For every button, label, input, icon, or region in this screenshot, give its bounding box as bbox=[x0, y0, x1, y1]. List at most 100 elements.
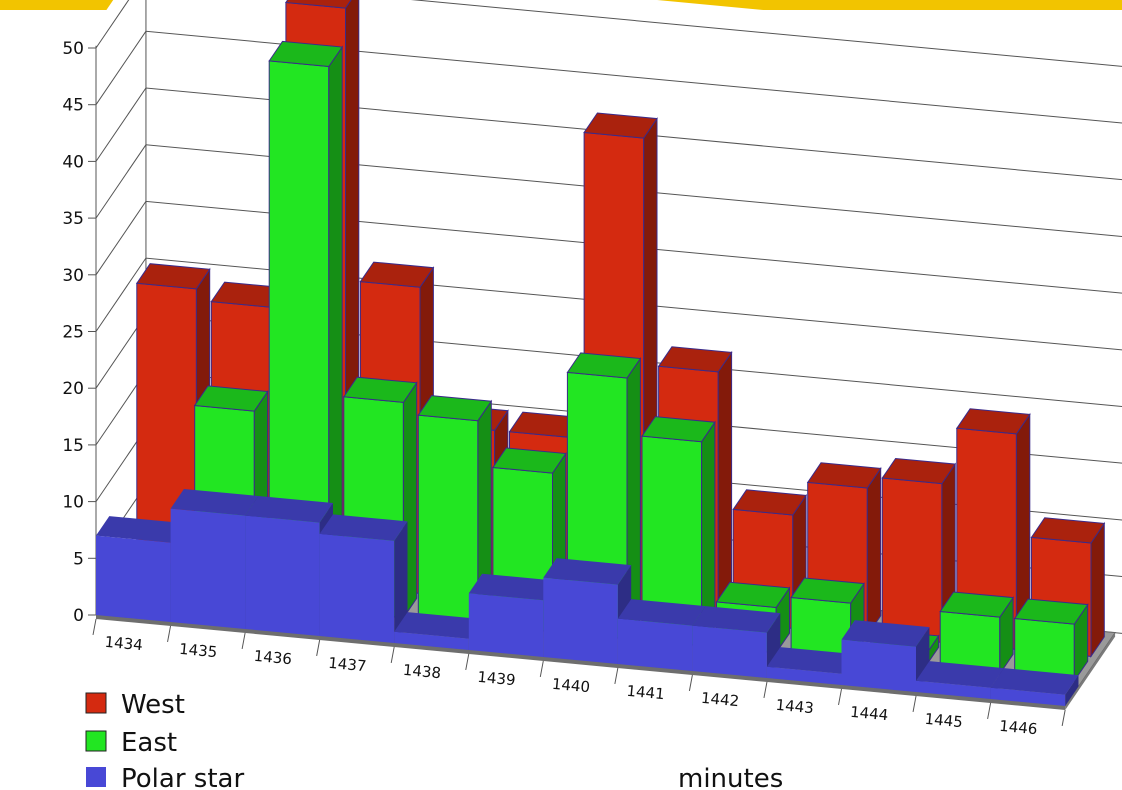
y-tick-label-45: 45 bbox=[62, 96, 84, 116]
x-tick-label-1442: 1442 bbox=[700, 689, 740, 711]
x-tick-mark-8 bbox=[688, 674, 693, 692]
bar-top-face bbox=[916, 661, 1004, 688]
legend-label-polar-star: Polar star bbox=[121, 764, 244, 790]
y-tick-label-0: 0 bbox=[73, 606, 84, 626]
bar-top-face bbox=[566, 352, 642, 379]
bar-top-face bbox=[193, 385, 269, 412]
floor-side-edge bbox=[1065, 632, 1116, 710]
bar-polar-star-1442 bbox=[692, 606, 781, 678]
bar-front-face bbox=[543, 577, 618, 664]
x-tick-mark-12 bbox=[987, 702, 992, 720]
x-tick-label-1437: 1437 bbox=[328, 654, 368, 676]
legend-label-west: West bbox=[121, 690, 185, 720]
bar-polar-star-1444 bbox=[841, 620, 930, 692]
x-tick-label-1434: 1434 bbox=[104, 633, 144, 655]
bar-west-1444 bbox=[881, 457, 957, 645]
legend-label-east: East bbox=[121, 728, 177, 758]
x-tick-mark-5 bbox=[465, 653, 470, 671]
x-tick-label-1444: 1444 bbox=[849, 703, 889, 725]
x-tick-label-1438: 1438 bbox=[402, 661, 442, 683]
y-tick-label-30: 30 bbox=[62, 266, 84, 286]
bar-top-face bbox=[417, 395, 493, 422]
x-axis-ticks: 1434 1435 1436 1437 1438 1439 1440 1441 1442 1443… bbox=[92, 618, 1066, 739]
bar-top-face bbox=[468, 573, 557, 601]
legend-swatch-polar-star bbox=[86, 767, 106, 787]
bar-front-face bbox=[319, 533, 395, 643]
x-tick-label-1443: 1443 bbox=[775, 696, 815, 718]
bar-east-1438 bbox=[417, 395, 493, 627]
gridline-45 bbox=[95, 30, 1122, 124]
x-tick-mark-1 bbox=[167, 625, 172, 643]
bar-top-face bbox=[583, 112, 658, 139]
bar-polar-star-1446 bbox=[990, 668, 1079, 706]
bar-top-face bbox=[732, 489, 807, 516]
gridline-30 bbox=[95, 200, 1122, 294]
bar-east-1445 bbox=[939, 591, 1014, 676]
bar-top-face bbox=[268, 40, 344, 68]
bar-east-1436 bbox=[268, 40, 344, 613]
x-axis-label: minutes bbox=[678, 764, 783, 790]
gridline-40 bbox=[95, 87, 1122, 181]
y-tick-label-25: 25 bbox=[62, 323, 84, 343]
bar-front-face bbox=[394, 631, 469, 650]
side-wall bbox=[96, 0, 146, 615]
x-tick-label-1439: 1439 bbox=[477, 668, 517, 690]
bar-side-face bbox=[717, 350, 733, 624]
x-tick-mark-7 bbox=[614, 667, 619, 685]
bar-side-face bbox=[1065, 675, 1079, 706]
bar-top-face bbox=[543, 558, 632, 585]
x-tick-label-1436: 1436 bbox=[253, 647, 293, 669]
legend-swatch-east bbox=[85, 730, 107, 752]
x-tick-label-1441: 1441 bbox=[626, 682, 666, 704]
bar-top-face bbox=[96, 516, 184, 543]
bar-top-face bbox=[641, 416, 716, 443]
bar-top-face bbox=[170, 489, 259, 516]
x-tick-mark-13 bbox=[1061, 709, 1066, 727]
bar-top-face bbox=[245, 496, 333, 523]
bar-front-face bbox=[468, 593, 544, 657]
y-tick-label-35: 35 bbox=[62, 209, 84, 229]
bar-top-face bbox=[939, 591, 1014, 618]
legend-swatch-west bbox=[85, 692, 107, 714]
x-tick-mark-11 bbox=[912, 695, 917, 713]
bar-top-face bbox=[715, 581, 791, 609]
bar-side-face bbox=[394, 521, 408, 643]
bar-top-face bbox=[492, 447, 567, 474]
bar-front-face bbox=[245, 515, 320, 636]
gridline-50 bbox=[95, 0, 1122, 67]
x-tick-mark-6 bbox=[539, 660, 544, 678]
y-tick-label-40: 40 bbox=[62, 152, 84, 172]
gridline-35 bbox=[95, 144, 1122, 237]
bar-front-face bbox=[96, 535, 171, 622]
x-tick-label-1446: 1446 bbox=[998, 717, 1038, 739]
bar-top-face bbox=[617, 599, 706, 626]
y-tick-label-5: 5 bbox=[73, 549, 84, 569]
x-tick-label-1435: 1435 bbox=[178, 640, 218, 662]
y-tick-label-20: 20 bbox=[62, 379, 84, 399]
bar-top-face bbox=[990, 668, 1079, 695]
bar-front-face bbox=[841, 639, 916, 692]
bar-top-face bbox=[285, 0, 352, 9]
bar-top-face bbox=[657, 346, 733, 373]
bar-top-face bbox=[692, 606, 781, 633]
bar-top-face bbox=[1030, 517, 1106, 544]
bar-top-face bbox=[881, 457, 957, 485]
bar-top-face bbox=[319, 514, 408, 541]
bar-east-1446 bbox=[1013, 598, 1089, 683]
x-tick-mark-9 bbox=[763, 681, 768, 699]
gridline-25 bbox=[95, 257, 1122, 351]
bar-top-face bbox=[359, 261, 435, 288]
x-tick-mark-4 bbox=[390, 646, 395, 664]
chart-bars bbox=[96, 0, 1106, 706]
y-tick-label-10: 10 bbox=[62, 493, 84, 513]
bar-top-face bbox=[342, 376, 418, 403]
bar-front-face bbox=[170, 508, 246, 629]
bar-top-face bbox=[790, 577, 865, 604]
bar-front-face bbox=[617, 618, 693, 671]
bar-front-face bbox=[881, 477, 943, 643]
y-tick-label-50: 50 bbox=[62, 39, 84, 59]
x-tick-mark-3 bbox=[316, 639, 321, 657]
bar-top-face bbox=[766, 647, 855, 674]
bar-side-face bbox=[1090, 521, 1105, 659]
